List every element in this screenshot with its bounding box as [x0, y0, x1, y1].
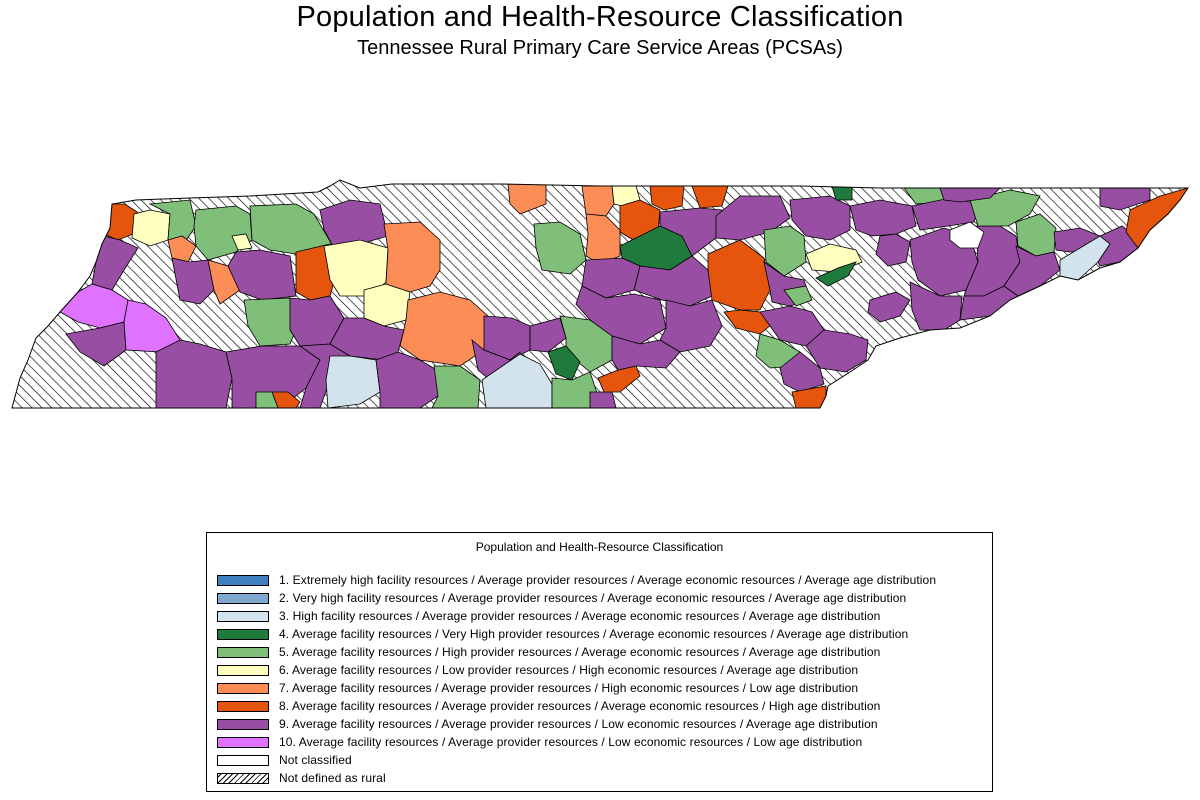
- legend-label: 7. Average facility resources / Average …: [279, 681, 859, 695]
- region-cat9: [659, 207, 723, 257]
- legend-swatch: [217, 592, 269, 604]
- region-cat8: [707, 239, 771, 311]
- region-cat4: [815, 261, 857, 287]
- region-cat9: [659, 299, 723, 353]
- legend-swatch: [217, 646, 269, 658]
- legend-label: 2. Very high facility resources / Averag…: [279, 591, 907, 605]
- legend-swatch: [217, 610, 269, 622]
- map-title: Population and Health-Resource Classific…: [296, 1, 904, 33]
- region-cat6: [231, 233, 253, 251]
- region-cat9: [611, 335, 681, 371]
- region-cat9: [909, 281, 963, 331]
- legend-item: 3. High facility resources / Average pro…: [217, 607, 936, 625]
- state-outline: [11, 179, 1189, 409]
- legend-label: 10. Average facility resources / Average…: [279, 735, 863, 749]
- legend-swatch: [217, 628, 269, 640]
- region-cat6: [363, 283, 411, 327]
- region-cat9: [227, 249, 297, 301]
- legend-label: Not defined as rural: [279, 771, 386, 785]
- legend-swatch: [217, 718, 269, 730]
- map-legend: Population and Health-Resource Classific…: [206, 532, 993, 792]
- legend-swatch: [217, 700, 269, 712]
- legend-swatch: [217, 772, 269, 784]
- region-cat4: [831, 185, 853, 201]
- legend-item: 6. Average facility resources / Low prov…: [217, 661, 936, 679]
- legend-item: 5. Average facility resources / High pro…: [217, 643, 936, 661]
- map-subtitle: Tennessee Rural Primary Care Service Are…: [357, 37, 843, 59]
- legend-items: 1. Extremely high facility resources / A…: [217, 571, 936, 787]
- legend-swatch: [217, 664, 269, 676]
- legend-item: 4. Average facility resources / Very Hig…: [217, 625, 936, 643]
- region-cat9: [575, 285, 667, 345]
- legend-label: 5. Average facility resources / High pro…: [279, 645, 881, 659]
- region-cat4: [547, 345, 581, 381]
- legend-item: 7. Average facility resources / Average …: [217, 679, 936, 697]
- legend-item: 1. Extremely high facility resources / A…: [217, 571, 936, 589]
- region-cat7: [383, 221, 441, 293]
- legend-swatch: [217, 754, 269, 766]
- legend-label: 4. Average facility resources / Very Hig…: [279, 627, 909, 641]
- region-cat5: [783, 285, 813, 307]
- region-cat7: [167, 235, 197, 263]
- region-cat9: [225, 345, 321, 408]
- legend-item: 9. Average facility resources / Average …: [217, 715, 936, 733]
- legend-label: 8. Average facility resources / Average …: [279, 699, 881, 713]
- legend-swatch: [217, 736, 269, 748]
- legend-item: Not classified: [217, 751, 936, 769]
- region-cat9: [529, 317, 567, 353]
- tennessee-pcsa-map: [11, 179, 1189, 409]
- region-cat5: [431, 365, 481, 408]
- region-cat3: [325, 355, 381, 408]
- legend-item: 8. Average facility resources / Average …: [217, 697, 936, 715]
- region-cat9: [155, 339, 233, 408]
- legend-swatch: [217, 682, 269, 694]
- region-cat9: [849, 199, 917, 237]
- legend-swatch: [217, 574, 269, 586]
- legend-label: 9. Average facility resources / Average …: [279, 717, 878, 731]
- legend-label: 1. Extremely high facility resources / A…: [279, 573, 937, 587]
- region-not-classified: [949, 221, 985, 249]
- region-cat9: [319, 199, 389, 249]
- region-cat9: [789, 195, 851, 241]
- legend-item: 2. Very high facility resources / Averag…: [217, 589, 936, 607]
- legend-item: Not defined as rural: [217, 769, 936, 787]
- region-cat7: [207, 259, 241, 305]
- legend-label: Not classified: [279, 753, 352, 767]
- region-cat7: [581, 185, 615, 217]
- legend-label: 3. High facility resources / Average pro…: [279, 609, 881, 623]
- region-cat6: [131, 209, 171, 247]
- region-cat5: [533, 221, 587, 275]
- region-cat9: [875, 233, 911, 267]
- region-cat9: [779, 351, 825, 393]
- region-cat10: [123, 299, 181, 353]
- region-cat9: [867, 291, 911, 323]
- region-cat5: [763, 225, 807, 277]
- region-cat9: [805, 329, 869, 373]
- region-cat5: [969, 189, 1041, 227]
- region-cat9: [589, 391, 617, 408]
- legend-title: Population and Health-Resource Classific…: [475, 540, 724, 554]
- region-cat5: [255, 391, 279, 408]
- legend-label: 6. Average facility resources / Low prov…: [279, 663, 859, 677]
- legend-item: 10. Average facility resources / Average…: [217, 733, 936, 751]
